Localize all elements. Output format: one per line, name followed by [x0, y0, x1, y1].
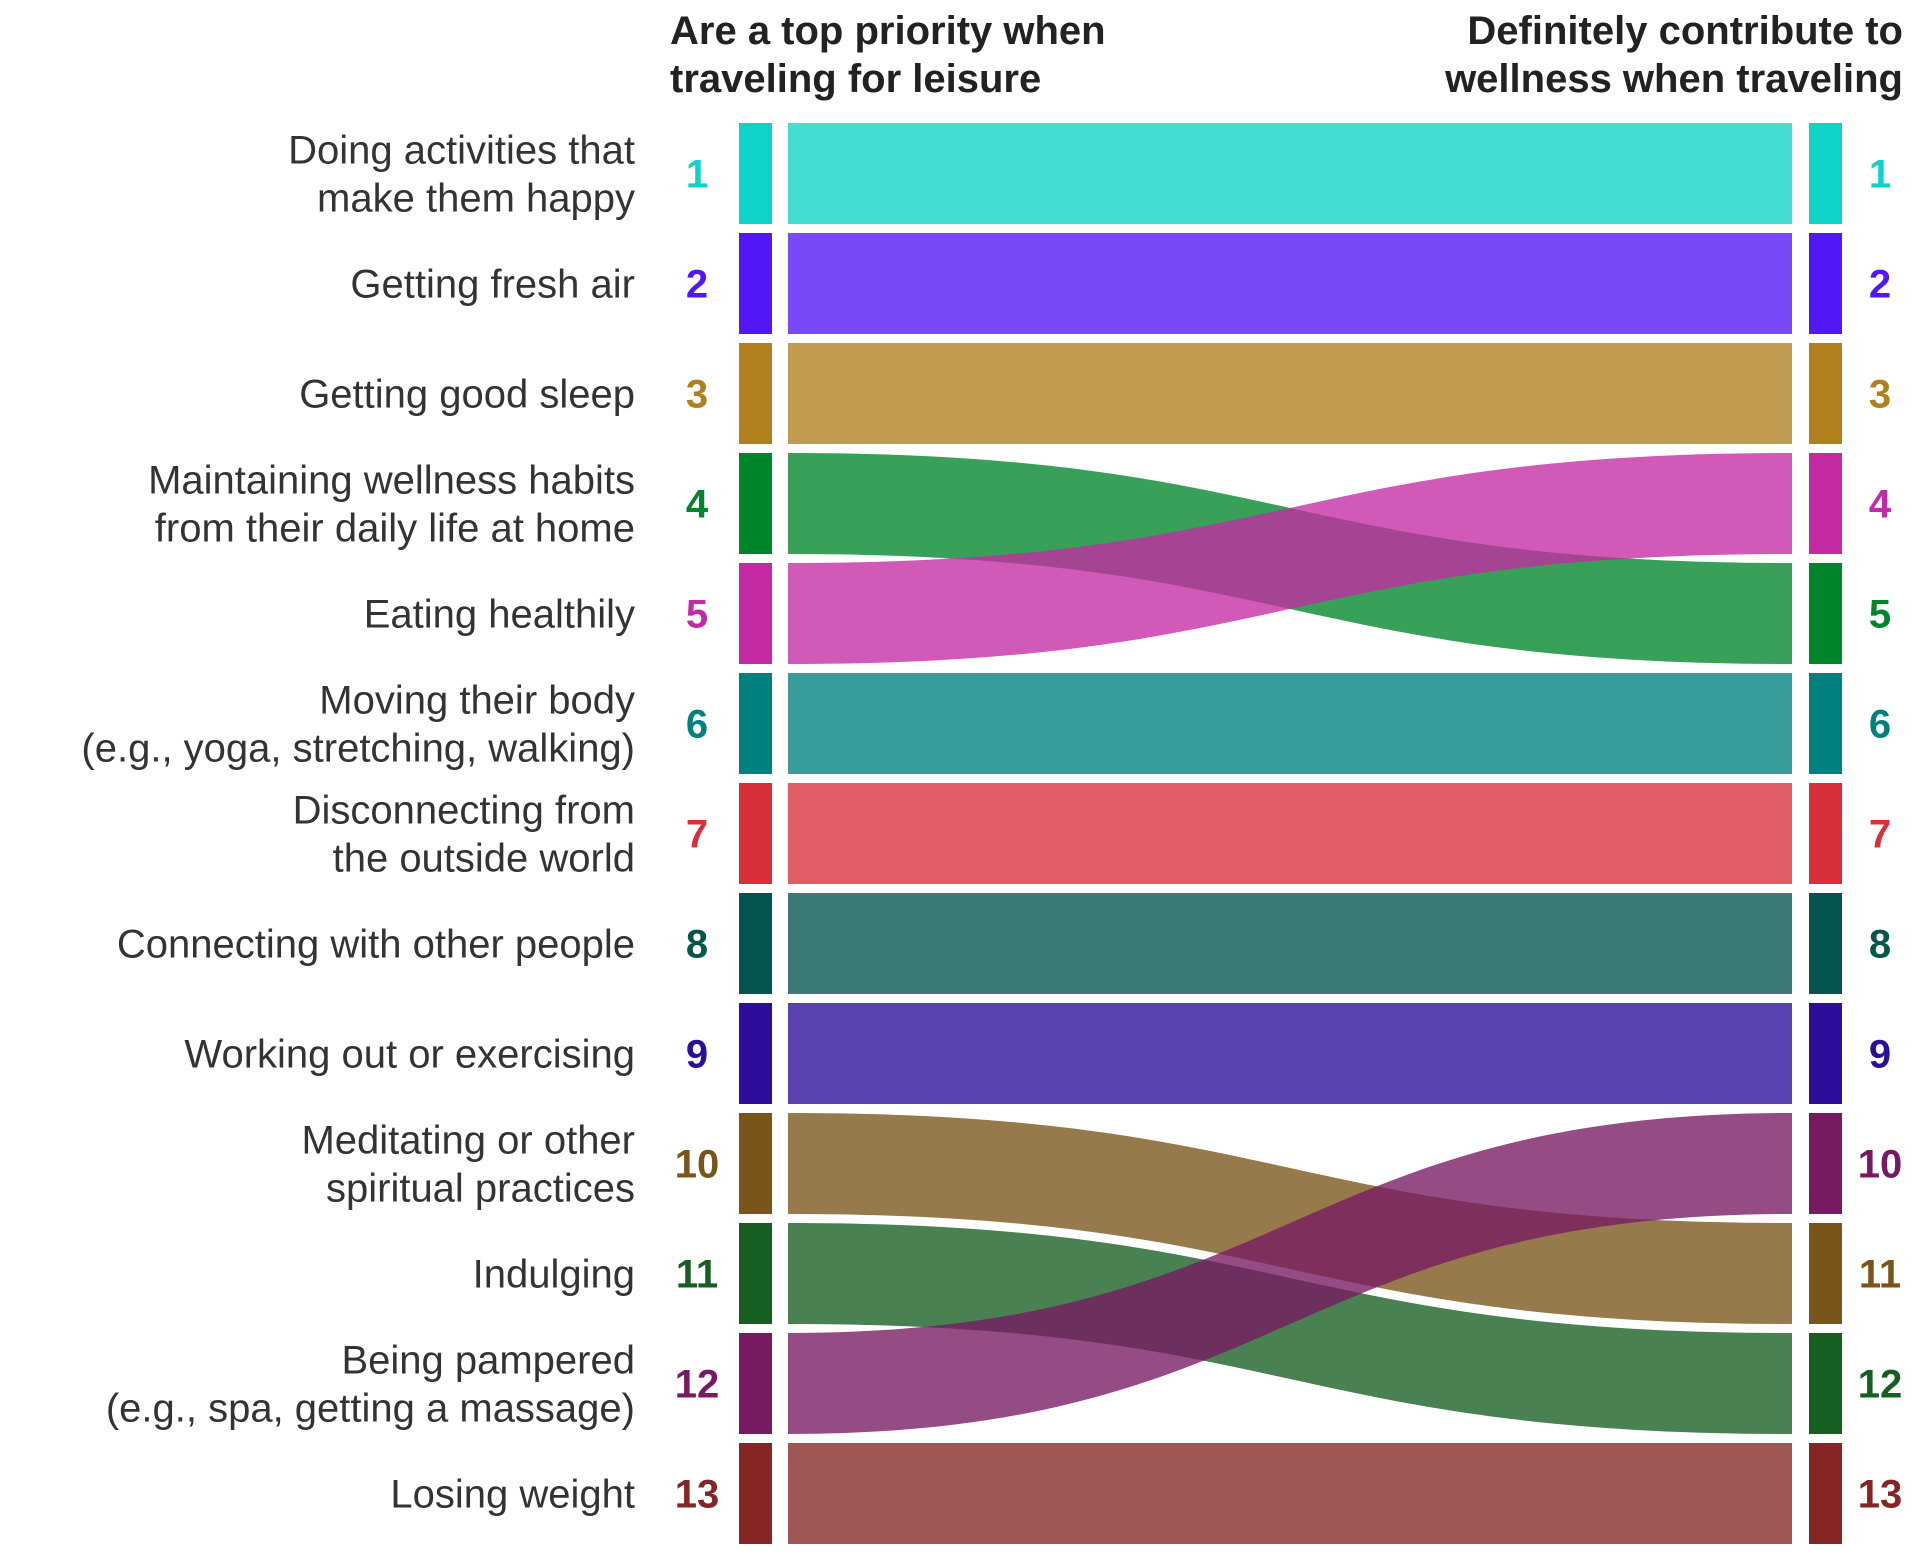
ribbons — [788, 123, 1792, 1544]
right-rank-bar — [1809, 783, 1842, 884]
item-label: Doing activities that — [288, 129, 635, 173]
item-label: Meditating or other — [301, 1119, 635, 1163]
left-rank-bar — [739, 783, 772, 884]
ribbon — [788, 1003, 1792, 1104]
right-column-title: wellness when traveling — [1444, 57, 1903, 101]
right-rank-bar — [1809, 233, 1842, 334]
right-rank-bar — [1809, 1333, 1842, 1434]
item-label: (e.g., yoga, stretching, walking) — [81, 727, 635, 771]
right-rank-label: 4 — [1869, 483, 1892, 527]
item-label: from their daily life at home — [155, 507, 635, 551]
right-rank-bar — [1809, 1223, 1842, 1324]
ribbon — [788, 233, 1792, 334]
left-rank-label: 9 — [686, 1033, 708, 1077]
right-rank-label: 8 — [1869, 923, 1891, 967]
item-label: make them happy — [317, 177, 635, 221]
left-rank-bar — [739, 673, 772, 774]
right-rank-bar — [1809, 123, 1842, 224]
right-rank-bar — [1809, 673, 1842, 774]
left-rank-label: 5 — [686, 593, 708, 637]
item-label: Maintaining wellness habits — [148, 459, 635, 503]
ribbon — [788, 1443, 1792, 1544]
right-rank-label: 6 — [1869, 703, 1891, 747]
ribbon — [788, 673, 1792, 774]
item-label: Getting good sleep — [299, 373, 635, 417]
right-rank-label: 2 — [1869, 263, 1891, 307]
item-label: Disconnecting from — [293, 789, 635, 833]
left-rank-label: 8 — [686, 923, 708, 967]
right-rank-label: 1 — [1869, 153, 1891, 197]
rank-bars — [739, 123, 1842, 1544]
left-rank-label: 7 — [686, 813, 708, 857]
left-column-title: traveling for leisure — [670, 57, 1041, 101]
item-label: (e.g., spa, getting a massage) — [106, 1387, 635, 1431]
right-rank-label: 12 — [1858, 1363, 1903, 1407]
ribbon — [788, 123, 1792, 224]
item-label: Losing weight — [390, 1473, 635, 1517]
left-rank-bar — [739, 563, 772, 664]
left-rank-label: 13 — [675, 1473, 720, 1517]
right-rank-bar — [1809, 563, 1842, 664]
left-rank-bar — [739, 1113, 772, 1214]
left-rank-bar — [739, 233, 772, 334]
item-label: Indulging — [473, 1253, 635, 1297]
left-rank-bar — [739, 1223, 772, 1324]
left-rank-bar — [739, 343, 772, 444]
right-rank-bar — [1809, 1113, 1842, 1214]
right-rank-bar — [1809, 1443, 1842, 1544]
left-rank-bar — [739, 1333, 772, 1434]
item-label: Moving their body — [319, 679, 635, 723]
left-rank-label: 1 — [686, 153, 708, 197]
right-rank-label: 7 — [1869, 813, 1891, 857]
left-rank-bar — [739, 123, 772, 224]
left-rank-bar — [739, 1003, 772, 1104]
ribbon — [788, 1113, 1792, 1434]
item-label: spiritual practices — [326, 1167, 635, 1211]
ribbon — [788, 1113, 1792, 1324]
left-rank-label: 6 — [686, 703, 708, 747]
right-rank-bar — [1809, 343, 1842, 444]
left-rank-label: 12 — [675, 1363, 720, 1407]
right-rank-bar — [1809, 453, 1842, 554]
left-rank-bar — [739, 893, 772, 994]
left-rank-label: 10 — [675, 1143, 720, 1187]
right-rank-label: 9 — [1869, 1033, 1891, 1077]
right-rank-label: 11 — [1859, 1253, 1901, 1297]
left-rank-label: 2 — [686, 263, 708, 307]
right-rank-label: 3 — [1869, 373, 1891, 417]
left-column-title: Are a top priority when — [670, 9, 1106, 53]
right-column-title: Definitely contribute to — [1467, 9, 1903, 53]
item-label: Connecting with other people — [117, 923, 635, 967]
item-label: Being pampered — [341, 1339, 635, 1383]
item-label: Working out or exercising — [184, 1033, 635, 1077]
item-label: Eating healthily — [364, 593, 635, 637]
item-label: the outside world — [333, 837, 635, 881]
ribbon — [788, 453, 1792, 664]
right-rank-bar — [1809, 1003, 1842, 1104]
right-rank-bar — [1809, 893, 1842, 994]
left-rank-bar — [739, 1443, 772, 1544]
left-rank-label: 11 — [676, 1253, 718, 1297]
right-rank-label: 10 — [1858, 1143, 1903, 1187]
item-label: Getting fresh air — [350, 263, 635, 307]
right-rank-label: 5 — [1869, 593, 1891, 637]
left-rank-label: 4 — [686, 483, 709, 527]
left-rank-bar — [739, 453, 772, 554]
ribbon — [788, 343, 1792, 444]
ribbon — [788, 783, 1792, 884]
left-rank-label: 3 — [686, 373, 708, 417]
right-rank-label: 13 — [1858, 1473, 1903, 1517]
ribbon — [788, 1223, 1792, 1434]
ribbon — [788, 893, 1792, 994]
